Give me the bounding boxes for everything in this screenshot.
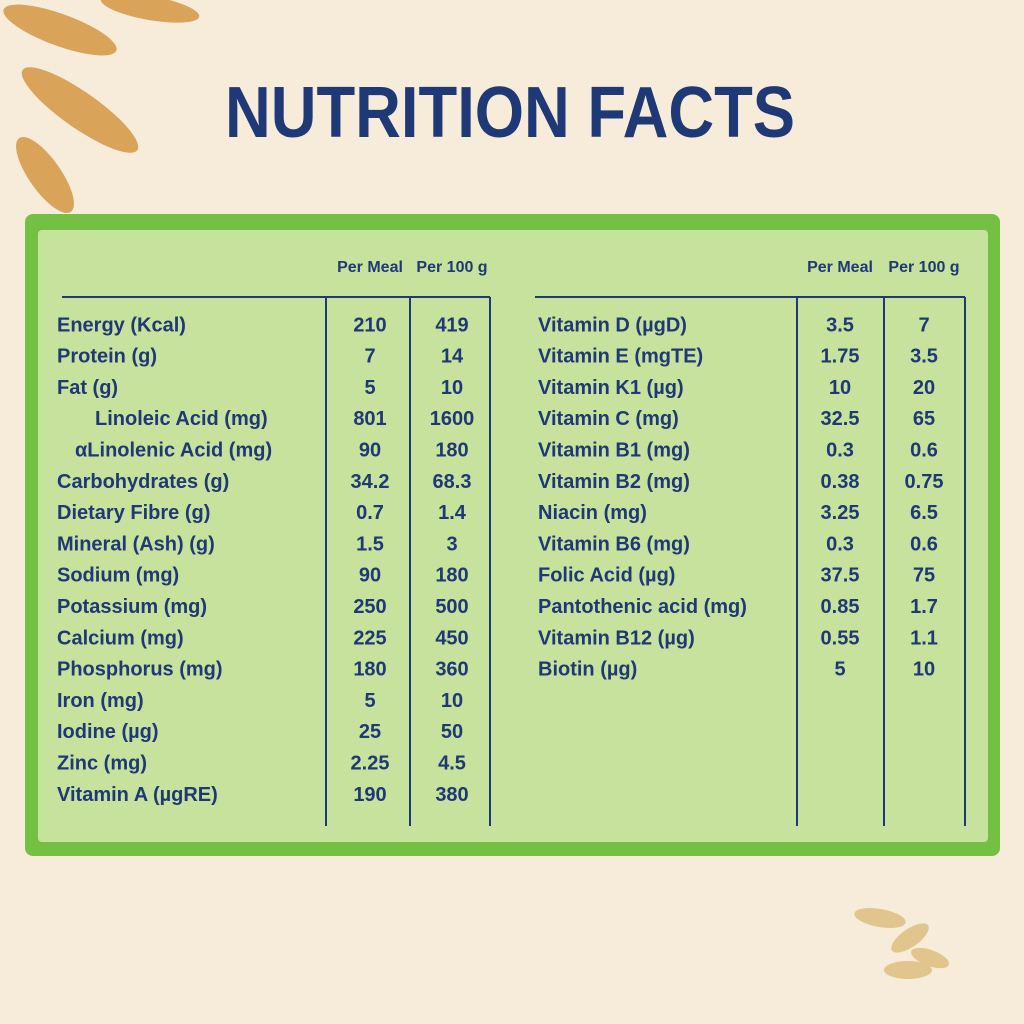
per-meal-value: 225 [353,627,386,649]
per-meal-value: 190 [353,784,386,806]
per-100g-value: 3 [446,533,457,555]
per-100g-value: 10 [441,690,463,712]
per-100g-value: 1600 [430,408,475,430]
per-100g-value: 4.5 [438,752,466,774]
per-meal-value: 2.25 [351,752,390,774]
per-100g-value: 10 [913,659,935,681]
per-meal-value: 5 [364,690,375,712]
tables: Per Meal Per 100 g Energy (Kcal) 210 419 Prot… [57,259,966,826]
nutrient-name: Fat (g) [57,377,118,399]
per-meal-value: 0.38 [821,471,860,493]
per-meal-value: 1.75 [821,346,860,368]
nutrient-name: Iron (mg) [57,690,144,712]
per-meal-value: 3.25 [821,502,860,524]
nutrient-name: Vitamin B12 (µg) [538,627,695,649]
per-100g-value: 68.3 [433,471,472,493]
column-header: Per 100 g [416,259,487,276]
nutrient-name: Iodine (µg) [57,721,159,743]
per-100g-value: 0.75 [905,471,944,493]
nutrient-name: Pantothenic acid (mg) [538,596,747,618]
nutrient-name: Vitamin C (mg) [538,408,679,430]
per-meal-value: 0.85 [821,596,860,618]
nutrient-name: Calcium (mg) [57,627,184,649]
nutrient-name: Vitamin B1 (mg) [538,439,690,461]
nutrient-name: Dietary Fibre (g) [57,502,210,524]
nutrient-name: Vitamin E (mgTE) [538,346,703,368]
column-header: Per Meal [807,259,873,276]
column-header: Per Meal [337,259,403,276]
per-100g-value: 380 [435,784,468,806]
per-meal-value: 7 [364,346,375,368]
per-100g-value: 1.4 [438,502,467,524]
per-100g-value: 50 [441,721,463,743]
per-meal-value: 0.3 [826,533,854,555]
per-meal-value: 801 [353,408,386,430]
per-meal-value: 0.55 [821,627,860,649]
per-100g-value: 10 [441,377,463,399]
per-100g-value: 0.6 [910,439,938,461]
column-header: Per 100 g [888,259,959,276]
seed-decoration [854,908,949,979]
per-100g-value: 360 [435,659,468,681]
per-100g-value: 14 [441,346,464,368]
per-meal-value: 0.3 [826,439,854,461]
per-meal-value: 34.2 [351,471,390,493]
per-meal-value: 0.7 [356,502,384,524]
per-100g-value: 65 [913,408,935,430]
nutrient-name: Vitamin K1 (µg) [538,377,684,399]
per-meal-value: 32.5 [821,408,860,430]
wheat-decoration [3,0,200,213]
per-meal-value: 10 [829,377,851,399]
nutrient-name: Biotin (µg) [538,659,637,681]
per-100g-value: 180 [435,565,468,587]
per-100g-value: 20 [913,377,935,399]
per-meal-value: 180 [353,659,386,681]
nutrient-name: Linoleic Acid (mg) [95,408,268,430]
nutrient-name: Vitamin A (µgRE) [57,784,218,806]
nutrient-name: Sodium (mg) [57,565,179,587]
per-100g-value: 6.5 [910,502,938,524]
per-meal-value: 90 [359,439,381,461]
nutrient-name: Carbohydrates (g) [57,471,229,493]
per-100g-value: 0.6 [910,533,938,555]
nutrient-name: Potassium (mg) [57,596,207,618]
nutrient-name: αLinolenic Acid (mg) [75,439,272,461]
per-100g-value: 75 [913,565,935,587]
nutrient-name: Vitamin B2 (mg) [538,471,690,493]
per-100g-value: 180 [435,439,468,461]
nutrient-name: Folic Acid (µg) [538,565,675,587]
nutrient-name: Vitamin B6 (mg) [538,533,690,555]
per-meal-value: 250 [353,596,386,618]
per-100g-value: 1.1 [910,627,938,649]
nutrient-name: Energy (Kcal) [57,314,186,336]
per-100g-value: 1.7 [910,596,938,618]
per-meal-value: 3.5 [826,314,854,336]
per-meal-value: 210 [353,314,386,336]
nutrient-name: Mineral (Ash) (g) [57,533,215,555]
nutrient-name: Zinc (mg) [57,752,147,774]
per-meal-value: 90 [359,565,381,587]
per-100g-value: 7 [918,314,929,336]
per-100g-value: 450 [435,627,468,649]
title: NUTRITION FACTS [225,73,795,153]
nutrient-name: Phosphorus (mg) [57,659,223,681]
per-meal-value: 25 [359,721,381,743]
nutrient-name: Vitamin D (µgD) [538,314,687,336]
per-meal-value: 5 [834,659,845,681]
nutrient-name: Niacin (mg) [538,502,647,524]
per-100g-value: 3.5 [910,346,938,368]
nutrient-name: Protein (g) [57,346,157,368]
per-meal-value: 1.5 [356,533,384,555]
per-meal-value: 5 [364,377,375,399]
per-meal-value: 37.5 [821,565,860,587]
per-100g-value: 419 [435,314,468,336]
per-100g-value: 500 [435,596,468,618]
panel [38,230,988,842]
